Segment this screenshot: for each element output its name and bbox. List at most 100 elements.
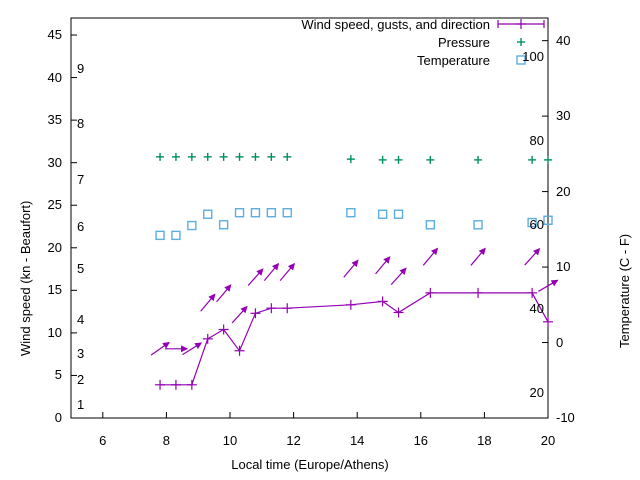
beaufort-label: 8 <box>77 116 85 132</box>
fahrenheit-label: 20 <box>529 385 544 401</box>
y-tick-label: 45 <box>47 27 62 43</box>
temperature-marker <box>266 208 277 218</box>
x-tick-label: 10 <box>222 433 238 448</box>
temperature-marker <box>377 209 388 219</box>
legend-label-wind: Wind speed, gusts, and direction <box>301 17 490 32</box>
beaufort-label: 1 <box>77 397 85 413</box>
pressure-marker <box>235 152 244 161</box>
temperature-marker <box>218 220 229 230</box>
wind-speed-marker <box>543 316 553 327</box>
x-tick-label: 6 <box>99 433 107 448</box>
legend-key-temperature <box>516 55 526 65</box>
y-tick-label: 5 <box>54 367 62 383</box>
wind-speed-marker <box>250 308 261 319</box>
y2-tick-label: 30 <box>556 108 571 124</box>
beaufort-label: 7 <box>77 171 85 187</box>
wind-speed-marker <box>218 324 229 335</box>
wind-speed-marker <box>155 379 166 390</box>
wind-direction-arrow <box>216 284 232 303</box>
temperature-marker <box>393 209 404 219</box>
pressure-marker <box>203 152 212 161</box>
wind-speed-marker <box>234 345 245 356</box>
wind-direction-arrow <box>279 262 296 282</box>
wind-direction-arrow <box>182 342 203 356</box>
y-tick-label: 15 <box>47 282 62 298</box>
pressure-marker <box>528 155 537 164</box>
pressure-marker <box>378 155 387 164</box>
wind-speed-marker <box>202 333 213 344</box>
wind-speed-marker <box>186 379 197 390</box>
plot-frame <box>70 17 549 419</box>
beaufort-label: 3 <box>77 346 85 362</box>
legend-label-pressure: Pressure <box>437 35 490 50</box>
wind-direction-arrow <box>524 247 541 266</box>
temperature-marker <box>282 208 292 218</box>
wind-direction-arrow <box>200 293 216 312</box>
wind-direction-arrow <box>263 262 280 282</box>
x-tick-label: 12 <box>286 433 301 448</box>
y2-tick-label: 10 <box>556 259 571 275</box>
pressure-marker <box>187 152 196 161</box>
pressure-marker <box>219 152 228 161</box>
beaufort-label: 4 <box>77 312 85 328</box>
wind-speed-marker <box>527 287 538 298</box>
y2-tick-label: -10 <box>556 410 575 425</box>
y2-tick-label: 20 <box>556 183 571 199</box>
temperature-marker <box>543 215 553 225</box>
pressure-marker <box>267 152 276 161</box>
wind-speed-marker <box>473 287 484 298</box>
legend-keys <box>497 19 545 65</box>
wind-speed-marker <box>425 287 436 298</box>
y-tick-label: 20 <box>47 239 62 255</box>
temperature-marker <box>187 220 197 231</box>
wind-direction-arrow <box>231 305 248 324</box>
temperature-marker <box>425 220 436 230</box>
wind-speed-line <box>160 292 549 386</box>
temperature-marker <box>473 220 483 230</box>
pressure-marker <box>544 155 552 164</box>
temperature-marker <box>250 208 261 218</box>
wind-direction-arrow <box>375 256 391 275</box>
fahrenheit-label: 60 <box>529 216 544 232</box>
x-tick-label: 16 <box>413 433 429 448</box>
wind-speed-marker <box>377 296 388 307</box>
temperature-marker <box>527 217 537 228</box>
pressure-marker <box>394 155 403 164</box>
wind-direction-arrow <box>164 345 189 353</box>
temperature-marker <box>346 208 356 218</box>
temperature-marker <box>203 209 213 219</box>
wind-speed-marker <box>266 303 277 314</box>
wind-speed-marker <box>393 307 404 318</box>
wind-direction-arrow <box>150 341 170 356</box>
temperature-marker <box>234 208 245 218</box>
beaufort-label: 2 <box>77 371 85 387</box>
x-tick-label: 20 <box>540 433 556 448</box>
y-tick-label: 35 <box>47 112 62 128</box>
x-tick-label: 8 <box>162 433 170 448</box>
wind-direction-arrow <box>538 279 559 292</box>
wind-direction-arrow <box>247 268 264 286</box>
pressure-marker <box>251 152 260 161</box>
wind-direction-arrow <box>422 247 439 266</box>
y-tick-label: 40 <box>47 69 62 85</box>
beaufort-label: 9 <box>77 61 85 77</box>
pressure-marker <box>346 155 355 164</box>
y-tick-label: 30 <box>47 154 62 170</box>
wind-speed-marker <box>170 379 181 390</box>
temperature-marker <box>171 230 181 241</box>
beaufort-label: 5 <box>77 261 85 277</box>
y2-tick-label: 0 <box>556 334 564 350</box>
wind-direction-arrow <box>470 247 486 266</box>
legend-label-temperature: Temperature <box>417 53 490 68</box>
pressure-marker <box>283 152 292 161</box>
beaufort-label: 6 <box>77 218 85 234</box>
pressure-marker <box>171 152 180 161</box>
fahrenheit-label: 80 <box>529 133 544 149</box>
y-tick-label: 25 <box>47 197 62 213</box>
fahrenheit-label: 40 <box>529 301 544 317</box>
y2-tick-label: 40 <box>556 32 571 48</box>
x-axis-title: Local time (Europe/Athens) <box>231 457 389 472</box>
y-tick-label: 0 <box>54 410 62 425</box>
temperature-marker <box>155 230 165 241</box>
wind-speed-marker <box>282 303 293 314</box>
